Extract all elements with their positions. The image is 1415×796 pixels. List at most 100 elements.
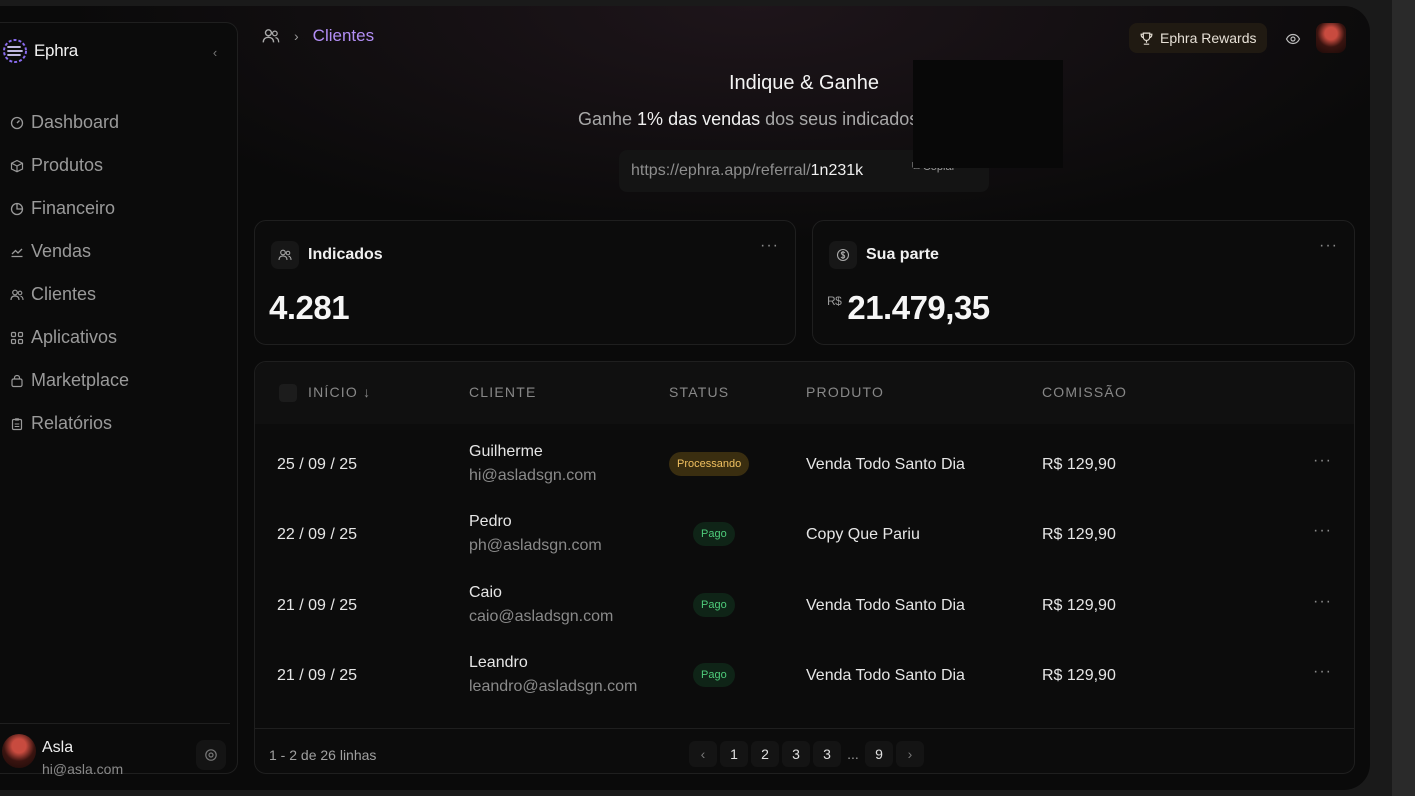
sidebar-item-financeiro[interactable]: Financeiro xyxy=(10,187,129,230)
referrals-table: INÍCIO ↓ CLIENTE STATUS PRODUTO COMISSÃO… xyxy=(254,361,1355,774)
referral-url-code: 1n231k xyxy=(810,162,864,179)
row-product: Venda Todo Santo Dia xyxy=(806,667,965,684)
referral-subtitle: Ganhe 1% das vendas dos seus indicados xyxy=(578,109,918,130)
row-commission: R$ 129,90 xyxy=(1042,667,1116,684)
status-badge: Pago xyxy=(693,663,735,687)
column-inicio[interactable]: INÍCIO ↓ xyxy=(308,384,372,400)
row-product: Venda Todo Santo Dia xyxy=(806,597,965,614)
referral-url-prefix: https://ephra.app/referral/ xyxy=(631,162,811,179)
more-options-icon[interactable]: ··· xyxy=(760,237,779,254)
app-window: Ephra ‹ Dashboard Produtos Financeiro Ve… xyxy=(0,6,1370,790)
row-client-name: Leandro xyxy=(469,654,528,671)
sidebar-item-aplicativos[interactable]: Aplicativos xyxy=(10,316,129,359)
settings-icon xyxy=(205,749,217,761)
sidebar-nav: Dashboard Produtos Financeiro Vendas Cli… xyxy=(10,101,129,445)
chevron-left-icon: ‹ xyxy=(212,44,218,60)
table-header: INÍCIO ↓ CLIENTE STATUS PRODUTO COMISSÃO xyxy=(255,362,1354,424)
table-row[interactable]: 22 / 09 / 25 Pedro ph@asladsgn.com Pago … xyxy=(255,500,1354,570)
indicados-card: Indicados ··· 4.281 xyxy=(254,220,796,345)
table-row[interactable]: 25 / 09 / 25 Guilherme hi@asladsgn.com P… xyxy=(255,430,1354,500)
indicados-value: 4.281 xyxy=(269,289,350,326)
overlay-panel xyxy=(913,60,1063,168)
sidebar-item-relatorios[interactable]: Relatórios xyxy=(10,402,129,445)
header-avatar[interactable] xyxy=(1316,23,1346,53)
apps-icon xyxy=(10,331,24,344)
dollar-icon xyxy=(829,241,857,269)
sidebar: Ephra ‹ Dashboard Produtos Financeiro Ve… xyxy=(0,22,238,777)
column-cliente[interactable]: CLIENTE xyxy=(469,384,537,400)
status-badge: Pago xyxy=(693,593,735,617)
row-date: 21 / 09 / 25 xyxy=(277,597,358,614)
sidebar-item-label: Marketplace xyxy=(31,370,130,390)
more-options-icon[interactable]: ··· xyxy=(1319,237,1338,254)
rewards-button[interactable]: Ephra Rewards xyxy=(1129,23,1267,53)
page-button[interactable]: 3 xyxy=(782,741,810,767)
row-more-icon[interactable]: ··· xyxy=(1313,663,1332,680)
status-badge: Pago xyxy=(693,522,735,546)
user-settings-button[interactable] xyxy=(196,740,226,770)
box-icon xyxy=(10,159,24,172)
row-more-icon[interactable]: ··· xyxy=(1313,522,1332,539)
sidebar-item-marketplace[interactable]: Marketplace xyxy=(10,359,129,402)
pagination-info: 1 - 2 de 26 linhas xyxy=(269,747,377,763)
sort-down-icon: ↓ xyxy=(363,384,372,400)
select-all-checkbox[interactable] xyxy=(279,384,297,402)
sidebar-item-label: Produtos xyxy=(31,155,104,175)
column-comissao[interactable]: COMISSÃO xyxy=(1042,384,1128,400)
user-email: hi@asla.com xyxy=(42,761,124,777)
users-icon[interactable] xyxy=(262,27,280,45)
brand[interactable]: Ephra xyxy=(2,38,78,64)
row-product: Venda Todo Santo Dia xyxy=(806,456,965,473)
row-commission: R$ 129,90 xyxy=(1042,526,1116,543)
chevron-left-icon: ‹ xyxy=(700,746,706,762)
row-client-email: hi@asladsgn.com xyxy=(469,467,597,484)
table-row[interactable]: 21 / 09 / 25 Caio caio@asladsgn.com Pago… xyxy=(255,571,1354,641)
page-button[interactable]: 2 xyxy=(751,741,779,767)
prev-page-button[interactable]: ‹ xyxy=(689,741,717,767)
sales-icon xyxy=(11,248,23,257)
collapse-sidebar-button[interactable]: ‹ xyxy=(204,41,226,63)
brand-name: Ephra xyxy=(34,41,78,60)
column-produto[interactable]: PRODUTO xyxy=(806,384,885,400)
finance-icon xyxy=(10,202,24,215)
row-client-email: leandro@asladsgn.com xyxy=(469,678,638,695)
page-ellipsis: ... xyxy=(847,746,859,762)
table-row[interactable]: 21 / 09 / 25 Leandro leandro@asladsgn.co… xyxy=(255,641,1354,711)
row-date: 25 / 09 / 25 xyxy=(277,456,358,473)
sidebar-item-label: Financeiro xyxy=(31,198,116,218)
users-icon xyxy=(271,241,299,269)
sidebar-item-dashboard[interactable]: Dashboard xyxy=(10,101,129,144)
referral-title: Indique & Ganhe xyxy=(728,72,880,94)
sua-parte-card: Sua parte ··· R$ 21.479,35 xyxy=(812,220,1355,345)
sua-parte-value: R$ 21.479,35 xyxy=(827,289,990,327)
eye-icon xyxy=(1285,33,1301,45)
row-more-icon[interactable]: ··· xyxy=(1313,452,1332,469)
status-badge: Processando xyxy=(669,452,750,476)
rewards-label: Ephra Rewards xyxy=(1160,30,1257,46)
next-page-button[interactable]: › xyxy=(896,741,924,767)
toggle-visibility-button[interactable] xyxy=(1279,25,1307,53)
page-button[interactable]: 9 xyxy=(865,741,893,767)
currency-label: R$ xyxy=(827,294,842,308)
user-profile[interactable]: Asla hi@asla.com xyxy=(0,723,230,777)
row-more-icon[interactable]: ··· xyxy=(1313,593,1332,610)
column-status[interactable]: STATUS xyxy=(669,384,730,400)
card-label: Sua parte xyxy=(866,246,939,263)
row-client-email: caio@asladsgn.com xyxy=(469,608,614,625)
sidebar-item-label: Clientes xyxy=(31,284,97,304)
row-client-name: Pedro xyxy=(469,513,512,530)
sidebar-item-label: Vendas xyxy=(31,241,92,261)
row-date: 21 / 09 / 25 xyxy=(277,667,358,684)
sidebar-item-produtos[interactable]: Produtos xyxy=(10,144,129,187)
page-button[interactable]: 3 xyxy=(813,741,841,767)
user-name: Asla xyxy=(42,739,74,756)
trophy-icon xyxy=(1140,32,1153,45)
bag-icon xyxy=(11,374,23,387)
page-button[interactable]: 1 xyxy=(720,741,748,767)
row-commission: R$ 129,90 xyxy=(1042,597,1116,614)
referral-subtitle-highlight: 1% das vendas xyxy=(637,109,761,129)
sidebar-item-vendas[interactable]: Vendas xyxy=(10,230,129,273)
sidebar-item-clientes[interactable]: Clientes xyxy=(10,273,129,316)
pagination: ‹ 1 2 3 3 ... 9 › xyxy=(689,741,924,767)
breadcrumb-current[interactable]: Clientes xyxy=(312,26,375,45)
